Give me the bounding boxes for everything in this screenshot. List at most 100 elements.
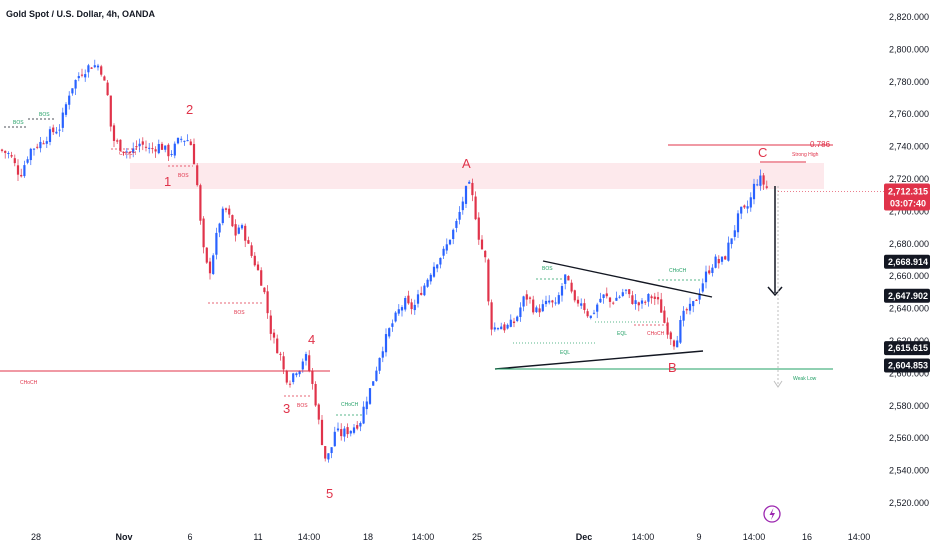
lightning-alert-icon[interactable] (763, 505, 781, 523)
candle-body (112, 125, 116, 141)
x-tick-label: Dec (576, 532, 593, 542)
candle-body (234, 224, 237, 236)
candle-body (484, 250, 487, 258)
candle-body (765, 186, 768, 188)
candle-body (740, 206, 743, 214)
candle-body (551, 300, 554, 303)
candle-body (756, 184, 759, 186)
level-price-value: 2,647.902 (888, 291, 928, 301)
candle-body (573, 290, 576, 301)
candle-body (80, 74, 84, 76)
candle-body (727, 242, 730, 261)
candle-body (260, 270, 263, 286)
candle-body (404, 298, 407, 310)
candle-body (426, 279, 429, 287)
candle-body (564, 274, 567, 284)
candle-body (746, 206, 749, 209)
candle-body (544, 300, 548, 305)
candle-body (266, 291, 269, 314)
candle-body (16, 165, 20, 175)
candle-body (596, 304, 599, 312)
candle-body (90, 67, 93, 69)
x-tick-label: 14:00 (743, 532, 766, 542)
candle-body (77, 76, 80, 79)
candle-body (493, 327, 496, 330)
candle-body (317, 404, 320, 420)
candle-body (247, 240, 250, 244)
candle-body (61, 112, 64, 128)
candle-body (423, 285, 426, 296)
candle-body (730, 238, 733, 245)
candle-body (490, 302, 493, 330)
candle-body (132, 148, 135, 153)
candle-body (103, 76, 106, 81)
candle-body (256, 264, 260, 271)
candle-body (215, 232, 218, 255)
y-tick-label: 2,520.000 (889, 498, 929, 508)
candle-body (468, 181, 471, 184)
candle-body (183, 140, 186, 142)
y-tick-label: 2,720.000 (889, 174, 929, 184)
candle-body (240, 225, 244, 229)
x-tick-label: 14:00 (412, 532, 435, 542)
candle-body (621, 292, 624, 296)
candle-body (692, 301, 695, 307)
candle-body (413, 304, 416, 311)
candle-body (602, 294, 605, 298)
candle-body (116, 140, 119, 142)
candle-body (148, 147, 151, 149)
candle-body (519, 307, 522, 317)
candle-body (244, 225, 247, 241)
candle-body (164, 145, 167, 150)
candle-body (608, 297, 612, 302)
candle-body (189, 141, 192, 146)
level-price-value: 2,604.853 (888, 361, 928, 371)
candle-body (106, 82, 109, 96)
projection-arrow-head (767, 286, 783, 297)
candle-body (554, 302, 557, 304)
candle-body (714, 256, 717, 268)
candle-body (589, 315, 592, 318)
fib-0786-label: 0.786 (810, 140, 831, 149)
candle-body (74, 79, 77, 89)
level-price-tag (884, 288, 930, 303)
candle-body (698, 293, 701, 300)
y-axis: 2,820.000 2,800.000 2,780.000 2,760.000 2,74… (889, 12, 929, 508)
candle-body (605, 293, 608, 297)
candle-body (26, 159, 29, 163)
candle-body (71, 88, 74, 94)
candle-body (378, 357, 381, 371)
candle-body (592, 312, 596, 314)
y-tick-label: 2,600.000 (889, 368, 929, 378)
candle-body (429, 274, 432, 282)
candle-body (372, 381, 375, 386)
candle-body (29, 148, 32, 161)
candle-body (487, 259, 490, 302)
candle-body (138, 143, 141, 147)
candle-body (84, 74, 87, 78)
candle-body (688, 303, 692, 311)
x-axis: 28 Nov 6 11 14:00 18 14:00 25 Dec 14:00 9 14:00 16 14… (31, 532, 870, 542)
candle-body (42, 143, 45, 145)
candle-body (615, 297, 618, 301)
candle-body (186, 140, 189, 142)
candle-body (743, 205, 746, 208)
candle-body (10, 155, 13, 157)
candle-body (701, 283, 704, 292)
candle-body (416, 294, 420, 304)
x-tick-label: Nov (115, 532, 132, 542)
candle-body (567, 276, 570, 281)
candle-body (724, 256, 727, 260)
y-tick-label: 2,800.000 (889, 44, 929, 54)
candle-body (400, 307, 404, 311)
bos-label-3: BOS (178, 173, 189, 179)
candle-body (669, 332, 672, 340)
candle-body (420, 292, 423, 295)
candle-body (375, 370, 378, 381)
bos-label-5: BOS (297, 403, 308, 409)
candle-body (68, 95, 71, 105)
candle-body (308, 355, 311, 371)
candle-body (96, 65, 100, 68)
candle-body (586, 311, 589, 317)
